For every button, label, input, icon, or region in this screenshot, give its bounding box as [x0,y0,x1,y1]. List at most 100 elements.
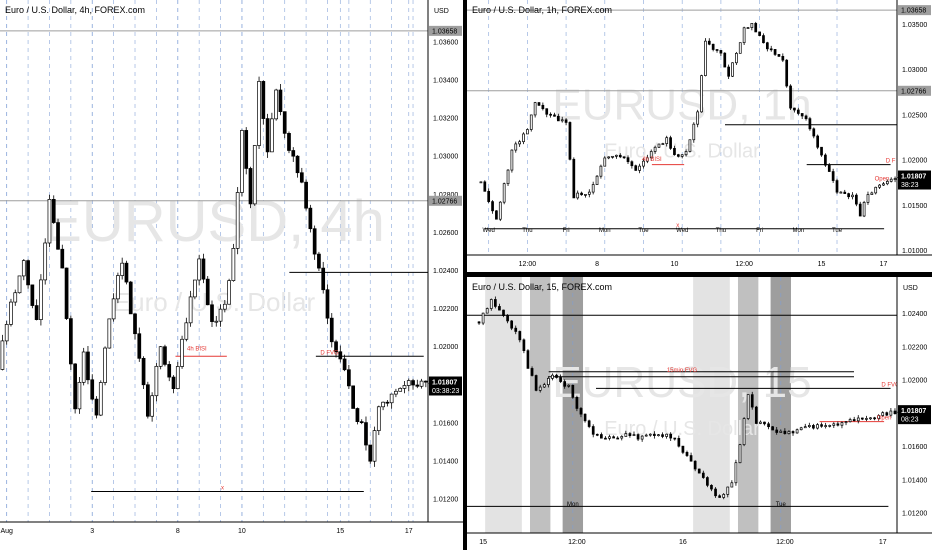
candle-body [824,425,827,427]
chart-4h-panel[interactable]: EURUSD, 4h Euro / U.S. Dollar D FVG 4h BISI… [0,0,463,550]
candle-body [591,184,595,193]
candle-body [600,434,603,439]
candle-body [584,193,587,196]
candle-body [487,190,491,202]
candle-body [60,248,65,269]
candle-body [321,267,326,291]
candle-body [710,484,713,490]
current-price-label: 1.01807 [901,174,926,181]
candle-body [477,321,481,324]
candle-body [820,424,823,427]
candle-body [240,130,244,193]
layout-divider-vertical[interactable] [463,0,467,550]
candle-body [734,462,738,484]
chart-15m[interactable]: EURUSD, 15 Euro / U.S. Dollar 15min FVG D F… [467,277,932,550]
candle-body [579,408,583,415]
chart-annotation: 4h BISI [187,346,207,352]
candle-body [549,113,552,116]
candle-body [522,339,526,352]
candle-body [700,75,703,113]
candle-body [317,253,321,269]
chart-annotation: D FVG [320,350,339,356]
chart-title: Euro / U.S. Dollar, 15, FOREX.com [472,282,612,292]
candle-body [785,59,789,87]
candle-body [657,143,661,148]
candle-body [711,43,715,50]
y-tick-label: 1.03200 [433,116,458,123]
candle-body [4,324,9,342]
candle-body [556,115,560,122]
candle-body [291,150,296,157]
chart-15m-panel[interactable]: EURUSD, 15 Euro / U.S. Dollar 15min FVG D F… [467,277,932,550]
chart-4h[interactable]: EURUSD, 4h Euro / U.S. Dollar D FVG 4h BISI… [0,0,463,550]
chart-title: Euro / U.S. Dollar, 4h, FOREX.com [5,5,145,15]
candle-body [688,139,692,152]
candle-body [769,48,773,51]
candle-body [338,351,343,360]
candle-body [493,299,497,307]
layout-divider-horizontal[interactable] [467,272,932,277]
candle-body [632,434,636,437]
chart-annotation: D F [886,159,896,165]
candle-body [567,384,571,387]
current-price-box [898,405,931,425]
candle-body [767,423,770,428]
candle-body [560,119,564,122]
chart-1h[interactable]: EURUSD, 1h Euro / U.S. Dollar D F 4h BISI Op… [467,0,932,272]
candle-body [312,228,317,255]
candle-body [514,327,518,332]
candle-body [210,304,214,322]
x-tick-label: 10 [671,261,679,268]
candle-body [620,436,624,439]
candle-body [287,133,291,151]
x-tick-label: 12:00 [568,539,586,546]
candle-body [722,494,726,498]
candle-body [385,401,390,404]
y-tick-label: 1.02600 [433,230,458,237]
candle-body [495,210,498,220]
candle-body [576,192,580,199]
candle-body [553,114,556,117]
candle-body [831,171,835,181]
x-tick-label-inner: Tue [638,228,649,234]
candle-body [856,417,860,422]
candle-body [795,429,799,434]
candle-body [858,203,862,217]
candle-body [697,468,701,474]
candle-body [692,123,696,141]
candle-body [9,301,13,325]
candle-body [746,27,750,29]
candle-body [812,128,816,137]
chart-1h-panel[interactable]: EURUSD, 1h Euro / U.S. Dollar D F 4h BISI Op… [467,0,932,272]
price-marker [898,5,931,16]
candle-body [775,429,779,433]
candle-body [538,386,542,391]
time-axis[interactable] [467,255,932,272]
candle-body [489,299,493,309]
candle-body [265,118,270,153]
candle-body [648,433,652,436]
price-axis[interactable] [428,0,463,550]
candle-body [793,107,796,111]
time-axis[interactable] [0,522,463,550]
candle-body [120,262,125,276]
candle-body [860,417,864,420]
price-axis[interactable] [897,0,932,272]
currency-label: USD [903,285,918,292]
candle-body [231,247,236,281]
x-tick-label-inner: Mon [567,502,579,508]
y-tick-label: 1.01400 [902,477,927,484]
candle-body [777,54,781,57]
watermark-symbol: EURUSD, 15 [552,358,811,407]
candle-body [889,410,893,416]
candle-body [866,194,870,203]
x-tick-label: 8 [176,528,180,535]
time-axis[interactable] [467,533,932,550]
candle-body [274,89,279,120]
x-tick-label: 12:00 [776,539,794,546]
candle-body [847,193,850,198]
candle-body [607,156,611,159]
candle-body [669,433,673,439]
chart-annotation: Open [877,416,892,422]
candle-body [827,164,831,172]
